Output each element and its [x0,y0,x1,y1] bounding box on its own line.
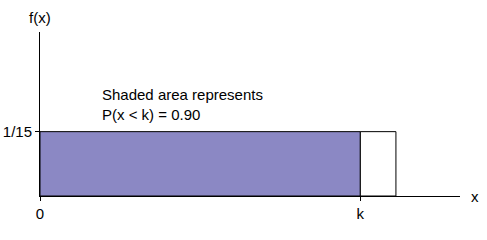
svg-text:0: 0 [36,205,44,222]
svg-text:k: k [357,205,365,222]
svg-text:1/15: 1/15 [3,123,32,140]
svg-text:Shaded area representsP(x < k): Shaded area representsP(x < k) = 0.90 [102,86,263,123]
svg-text:f(x): f(x) [29,9,51,26]
svg-text:x: x [471,188,479,205]
